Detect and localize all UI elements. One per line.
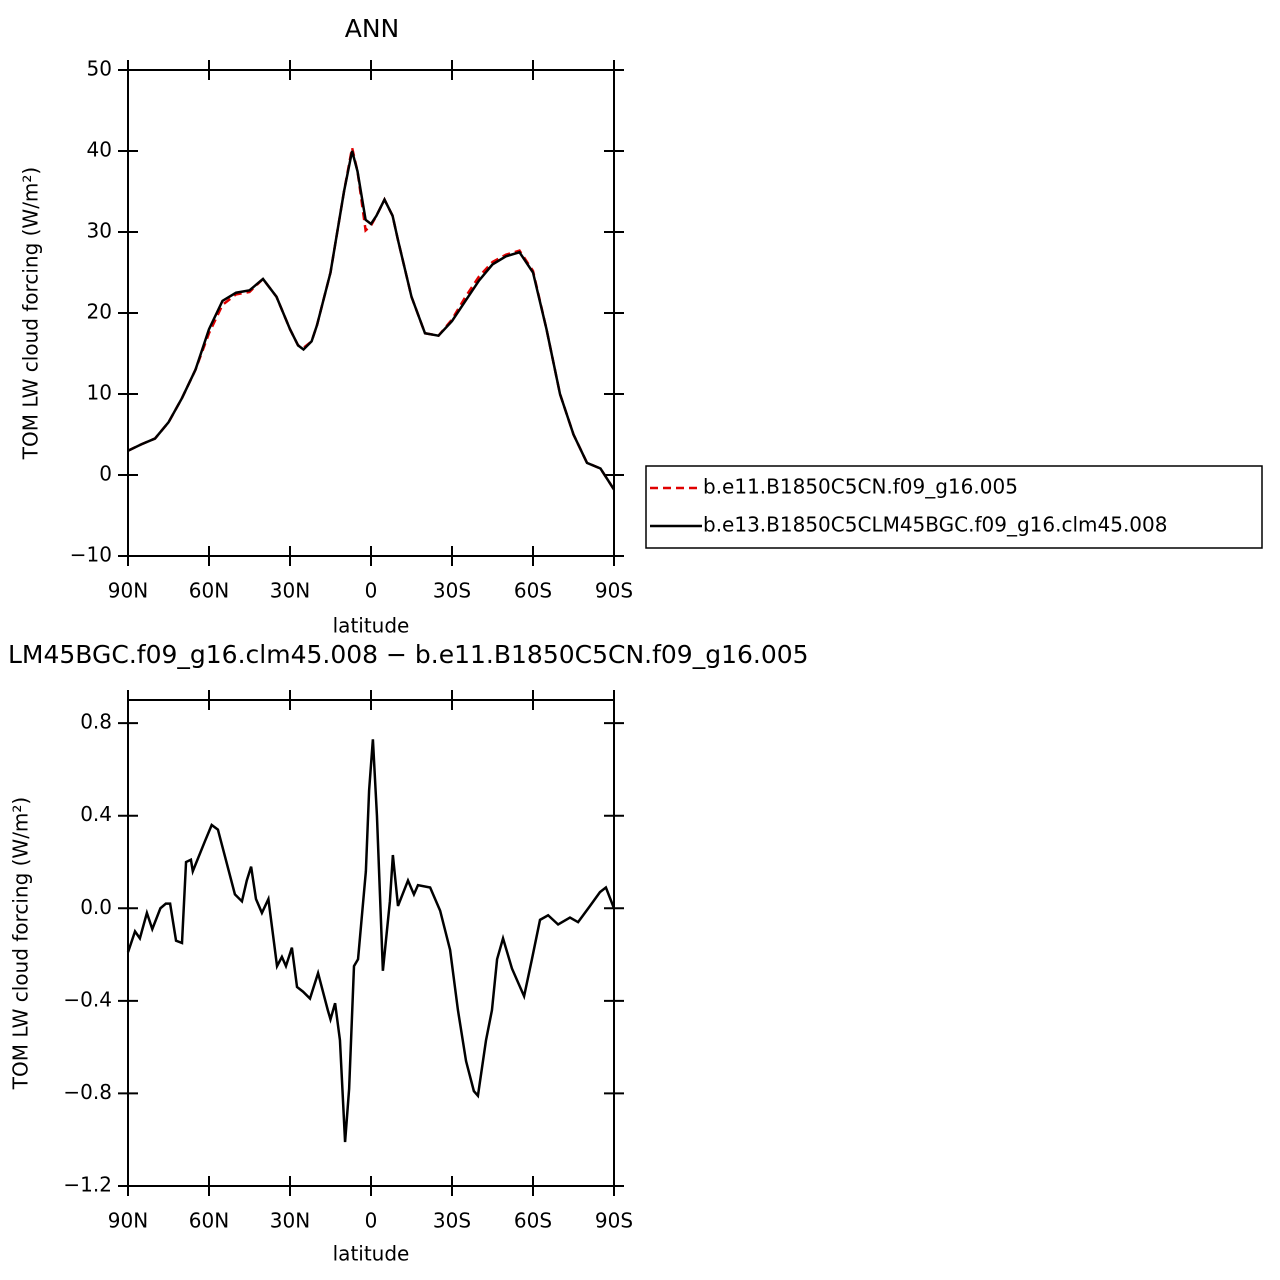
y-tick-label: 40 <box>87 138 112 162</box>
x-tick-label: 90S <box>595 579 633 603</box>
data-line <box>126 739 616 1143</box>
y-tick-label: 0.4 <box>80 802 112 826</box>
x-tick-label: 60N <box>189 579 229 603</box>
y-tick-label: −0.4 <box>63 987 112 1011</box>
x-axis-label: latitude <box>333 614 410 638</box>
legend: b.e11.B1850C5CN.f09_g16.005 b.e13.B1850C5… <box>645 465 1263 549</box>
x-tick-label: 90N <box>108 1209 148 1233</box>
plot-frame <box>127 69 615 557</box>
y-tick-label: 0.0 <box>80 895 112 919</box>
y-tick-label: 0.8 <box>80 710 112 734</box>
x-tick-label: 30N <box>270 1209 310 1233</box>
legend-label: b.e11.B1850C5CN.f09_g16.005 <box>703 475 1018 499</box>
x-tick-label: 0 <box>365 579 378 603</box>
x-tick-label: 30S <box>433 579 471 603</box>
chart-title: LM45BGC.f09_g16.clm45.008 − b.e11.B1850C… <box>8 640 809 669</box>
y-tick-label: 10 <box>87 381 112 405</box>
x-tick-label: 90S <box>595 1209 633 1233</box>
x-tick-label: 30N <box>270 579 310 603</box>
y-tick-label: 0 <box>99 462 112 486</box>
y-axis-label: TOM LW cloud forcing (W/m²) <box>19 167 43 461</box>
data-line <box>127 150 616 491</box>
x-tick-label: 0 <box>365 1209 378 1233</box>
y-tick-label: 30 <box>87 219 112 243</box>
y-axis-label: TOM LW cloud forcing (W/m²) <box>9 797 33 1091</box>
y-tick-label: −10 <box>70 543 112 567</box>
plot-frame <box>127 699 615 1187</box>
legend-box <box>645 465 1263 549</box>
y-tick-label: 50 <box>87 57 112 81</box>
x-tick-label: 90N <box>108 579 148 603</box>
x-tick-label: 60S <box>514 579 552 603</box>
x-axis-label: latitude <box>333 1242 410 1266</box>
x-tick-label: 60N <box>189 1209 229 1233</box>
y-tick-label: −0.8 <box>63 1080 112 1104</box>
y-tick-label: 20 <box>87 300 112 324</box>
x-tick-label: 30S <box>433 1209 471 1233</box>
x-tick-label: 60S <box>514 1209 552 1233</box>
chart-title: ANN <box>345 14 400 43</box>
y-tick-label: −1.2 <box>63 1173 112 1197</box>
data-line <box>127 147 616 491</box>
legend-label: b.e13.B1850C5CLM45BGC.f09_g16.clm45.008 <box>703 513 1167 537</box>
